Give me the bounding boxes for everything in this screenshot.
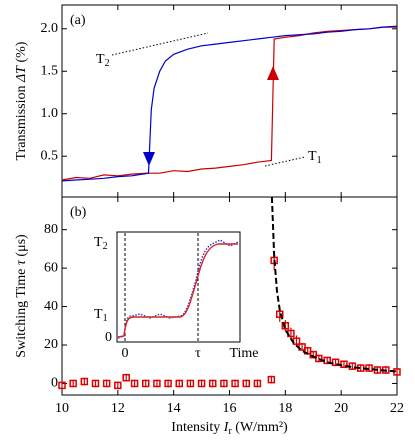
x-axis-label-part: I <box>223 420 230 435</box>
marker <box>122 373 130 382</box>
y-tick-label: 0 <box>51 376 58 391</box>
marker <box>281 322 290 330</box>
inset-y-label-sub: 2 <box>103 241 108 252</box>
inset-y-label-main: T <box>94 307 103 322</box>
y-tick-label: 60 <box>44 260 58 275</box>
marker <box>267 375 276 384</box>
marker <box>153 379 161 388</box>
marker <box>209 379 217 388</box>
y-tick-label: 80 <box>44 222 58 237</box>
annotation: T1 <box>308 149 322 166</box>
x-axis-label-part: (W/mm²) <box>232 420 288 435</box>
marker <box>58 381 66 390</box>
marker <box>91 379 100 388</box>
marker <box>276 310 284 319</box>
x-axis-label-part: Intensity <box>171 420 224 435</box>
x-tick-label: 20 <box>334 401 348 416</box>
marker <box>102 379 111 388</box>
inset-x-label: 0 <box>122 346 129 361</box>
y-tick-label: 0.5 <box>41 148 59 163</box>
x-axis-label-part: r <box>228 426 232 437</box>
marker <box>197 379 206 388</box>
annotation-main: T <box>96 52 105 67</box>
x-tick-label: 12 <box>111 401 125 416</box>
y-axis-label-part: Switching Time <box>14 265 29 358</box>
inset-y-label-sub: 1 <box>103 313 108 324</box>
y-tick-label: 40 <box>44 299 58 314</box>
x-tick-label: 10 <box>55 401 69 416</box>
panel-label: (b) <box>70 205 87 220</box>
y-tick-label: 1.0 <box>41 106 59 121</box>
y-tick-label: 1.5 <box>41 63 59 78</box>
marker <box>142 379 150 388</box>
annotation-main: T <box>308 149 317 164</box>
x-tick-label: 18 <box>278 401 292 416</box>
marker <box>80 377 89 386</box>
marker <box>130 379 139 388</box>
leader-line <box>111 32 209 56</box>
inset-y-label: 0 <box>105 330 112 345</box>
inset-y-label: T1 <box>94 307 108 324</box>
inset-y-label-main: T <box>94 235 103 250</box>
inset <box>116 231 241 343</box>
marker <box>253 379 262 388</box>
y-axis-label-part: (%) <box>14 41 29 66</box>
y-axis-label: Transmission ΔT (%) <box>14 41 29 160</box>
annotation-sub: 1 <box>317 155 322 166</box>
inset-y-label: T2 <box>94 235 108 252</box>
marker <box>186 379 195 388</box>
x-tick-label: 22 <box>390 401 404 416</box>
inset-fit <box>117 243 238 338</box>
panel-frame <box>61 4 398 198</box>
y-tick-label: 20 <box>44 337 58 352</box>
inset-x-label: τ <box>195 346 201 361</box>
marker <box>69 379 77 388</box>
inset-data <box>117 239 239 339</box>
x-tick-label: 14 <box>167 401 181 416</box>
marker <box>164 379 172 388</box>
marker <box>220 379 228 388</box>
y-tick-label: 2.0 <box>41 21 59 36</box>
marker <box>175 379 183 388</box>
trace <box>62 25 397 182</box>
marker <box>231 379 239 388</box>
inset-x-label: Time <box>229 346 258 361</box>
annotation-sub: 2 <box>105 58 110 69</box>
y-axis-label-part: (μs) <box>14 234 29 260</box>
x-axis-label: Intensity Ir (W/mm²) <box>171 420 288 437</box>
fit-curve <box>270 197 397 373</box>
marker <box>242 379 250 388</box>
x-tick-label: 16 <box>223 401 237 416</box>
inset-frame <box>116 231 241 343</box>
y-axis-label-part: τ <box>14 259 29 265</box>
y-axis-label: Switching Time τ (μs) <box>14 234 29 358</box>
trace <box>62 26 397 181</box>
annotation: T2 <box>96 52 110 69</box>
marker <box>331 358 340 367</box>
marker <box>114 381 122 390</box>
y-axis-label-part: Transmission <box>14 82 29 160</box>
y-axis-label-part: ΔT <box>14 65 29 83</box>
panel-label: (a) <box>70 13 86 28</box>
